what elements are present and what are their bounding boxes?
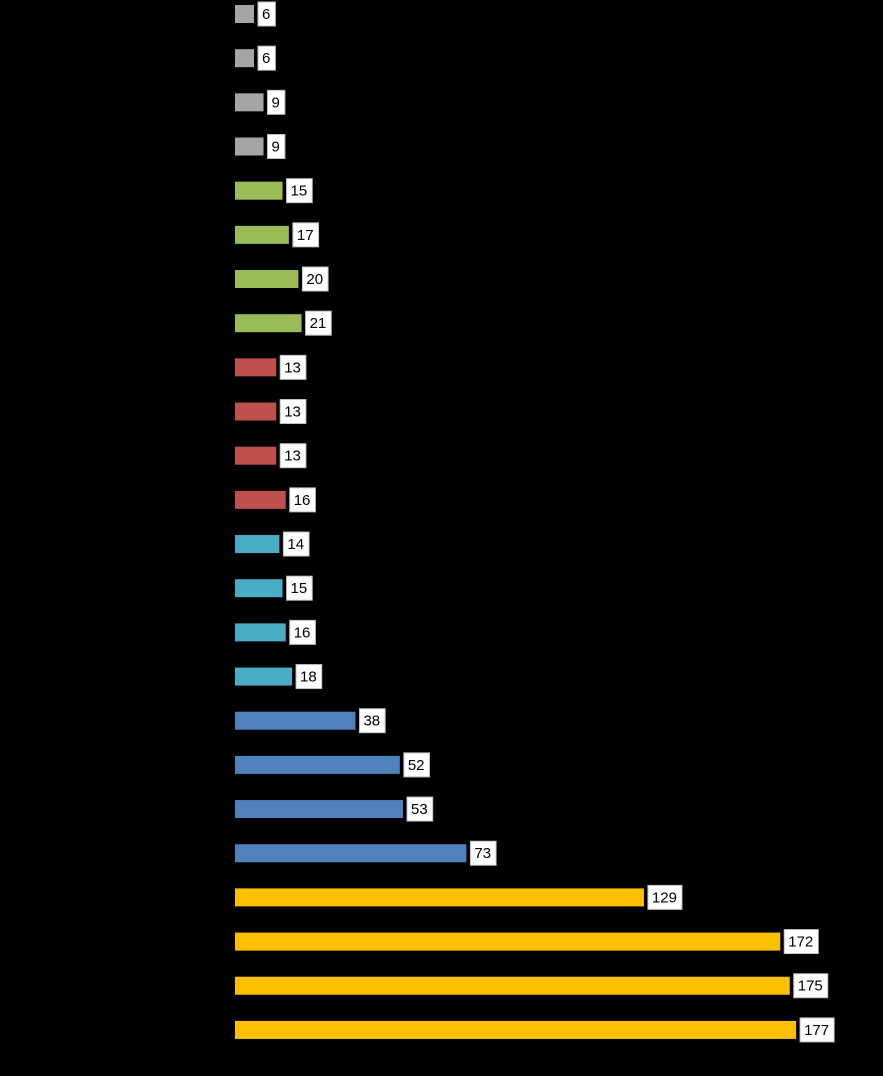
- bar: [235, 711, 356, 730]
- bar: [235, 314, 302, 333]
- bar: [235, 579, 283, 598]
- data-label: 20: [306, 271, 323, 288]
- data-label-box: [799, 1017, 835, 1043]
- data-label-box: [257, 45, 276, 71]
- bar: [235, 137, 264, 156]
- data-label-box: [279, 443, 307, 469]
- data-label-box: [267, 89, 286, 115]
- data-label: 172: [788, 934, 813, 951]
- bar: [235, 844, 467, 863]
- bar: [235, 755, 400, 774]
- bar: [235, 800, 404, 819]
- bar: [235, 667, 293, 686]
- bar: [235, 5, 255, 23]
- bar: [235, 623, 286, 642]
- data-label-box: [793, 973, 829, 999]
- data-label: 16: [294, 624, 311, 641]
- data-label-box: [358, 708, 386, 734]
- data-label: 6: [262, 50, 270, 67]
- bar: [235, 270, 299, 289]
- bar: [235, 93, 264, 112]
- bar: [235, 446, 277, 465]
- data-label: 17: [297, 227, 314, 244]
- bar: [235, 181, 283, 200]
- data-label: 129: [652, 889, 677, 906]
- data-label: 13: [284, 448, 301, 465]
- bar: [235, 49, 255, 68]
- data-label-box: [279, 354, 307, 380]
- bar: [235, 358, 277, 377]
- data-label: 177: [804, 1022, 829, 1039]
- data-label-box: [292, 222, 320, 248]
- data-label: 18: [300, 669, 317, 686]
- bar: [235, 888, 644, 907]
- data-label: 52: [408, 757, 425, 774]
- bar: [235, 535, 280, 554]
- data-label: 53: [411, 801, 428, 818]
- data-label-box: [282, 531, 310, 557]
- bar: [235, 402, 277, 421]
- data-label-box: [406, 796, 434, 822]
- data-label-box: [783, 929, 819, 955]
- data-label-box: [279, 399, 307, 425]
- data-label-box: [257, 1, 276, 27]
- data-label-box: [295, 664, 323, 690]
- data-label: 15: [291, 580, 308, 597]
- data-label: 9: [272, 138, 280, 155]
- data-label-box: [403, 752, 431, 778]
- bar: [235, 225, 289, 244]
- data-label-box: [305, 310, 332, 336]
- data-label: 13: [284, 403, 301, 420]
- data-label: 9: [272, 94, 280, 111]
- data-label: 14: [287, 536, 304, 553]
- data-label: 175: [798, 978, 823, 995]
- data-label: 16: [294, 492, 311, 509]
- data-label-box: [647, 884, 683, 910]
- data-label-box: [286, 178, 313, 204]
- data-label-box: [286, 575, 313, 601]
- data-label: 21: [310, 315, 327, 332]
- bar: [235, 976, 790, 995]
- data-label: 73: [474, 845, 491, 862]
- data-label: 13: [284, 359, 301, 376]
- data-label: 38: [363, 713, 380, 730]
- bar: [235, 490, 286, 509]
- data-label-box: [289, 619, 316, 645]
- bar: [235, 932, 781, 951]
- data-label: 6: [262, 6, 270, 23]
- data-label-box: [301, 266, 329, 292]
- data-label: 15: [291, 183, 308, 200]
- data-label-box: [267, 134, 286, 160]
- data-label-box: [289, 487, 316, 513]
- data-label-box: [469, 840, 497, 866]
- bar: [235, 1020, 797, 1039]
